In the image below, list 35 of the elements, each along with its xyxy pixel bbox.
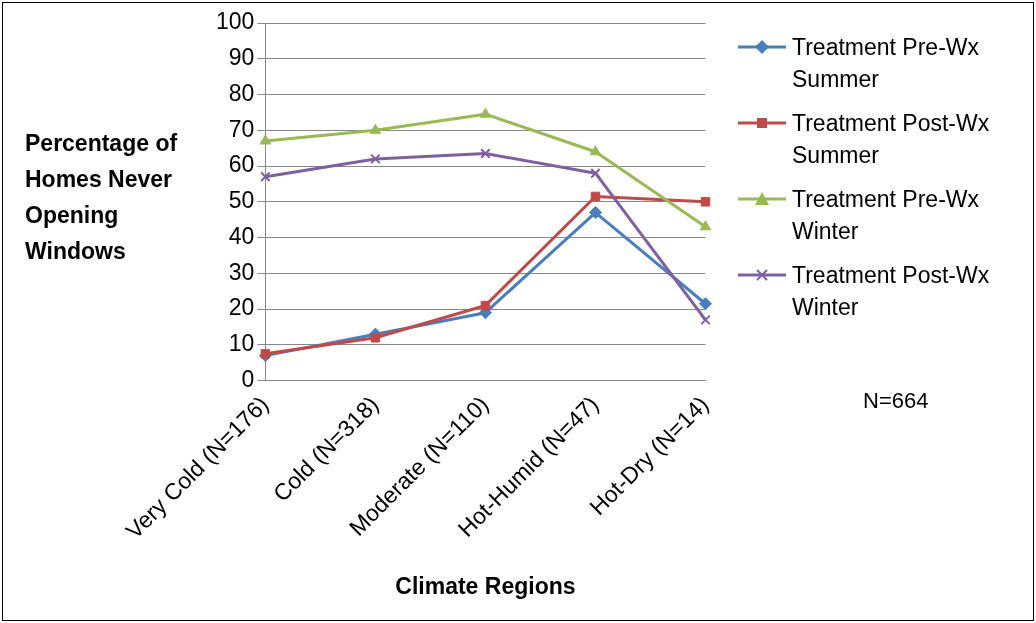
y-tick-label: 60 bbox=[228, 151, 255, 178]
point bbox=[259, 134, 272, 145]
point bbox=[588, 206, 602, 220]
y-tick-label: 0 bbox=[241, 365, 255, 392]
y-tick-label: 100 bbox=[216, 8, 255, 35]
legend-label: Treatment Pre-Wx Winter bbox=[792, 185, 980, 246]
y-tick-label: 20 bbox=[228, 294, 255, 321]
point bbox=[479, 107, 492, 118]
y-tick-label: 70 bbox=[228, 115, 255, 142]
point bbox=[480, 148, 491, 159]
point bbox=[590, 167, 601, 179]
point bbox=[699, 220, 712, 231]
point bbox=[260, 171, 271, 183]
text: N=664 bbox=[863, 388, 929, 414]
y-tick-label: 80 bbox=[228, 79, 255, 106]
y-tick-label: 30 bbox=[228, 258, 255, 285]
legend-label: Treatment Post-Wx Summer bbox=[792, 109, 991, 170]
x-axis-title: Climate Regions bbox=[395, 572, 576, 599]
point bbox=[590, 191, 601, 202]
point bbox=[369, 123, 382, 134]
legend-label: Treatment Pre-Wx Summer bbox=[792, 33, 980, 94]
y-tick-label: 40 bbox=[228, 222, 255, 249]
legend-label: Treatment Post-Wx Winter bbox=[792, 261, 991, 322]
point bbox=[698, 297, 712, 311]
point bbox=[370, 153, 381, 165]
y-tick-label: 90 bbox=[228, 44, 255, 71]
point bbox=[589, 145, 602, 156]
point bbox=[700, 314, 711, 326]
y-tick-label: 50 bbox=[228, 187, 255, 214]
point bbox=[480, 300, 491, 311]
y-axis-title: Percentage of Homes Never Opening Windows bbox=[25, 129, 179, 266]
point bbox=[700, 197, 711, 207]
y-tick-label: 10 bbox=[228, 330, 255, 357]
point bbox=[260, 349, 271, 359]
point bbox=[370, 332, 381, 343]
